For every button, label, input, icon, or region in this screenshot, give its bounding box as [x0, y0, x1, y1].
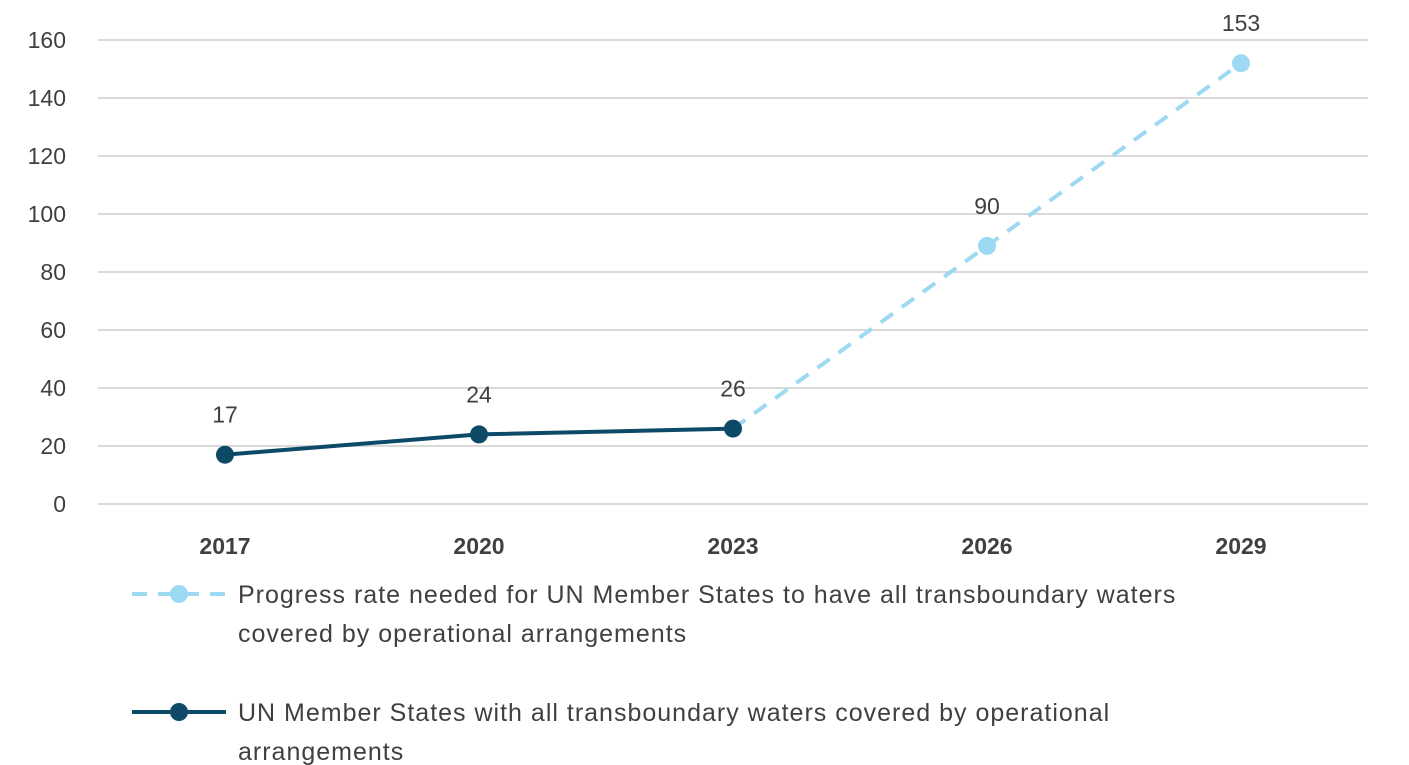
x-tick-label: 2029	[1215, 533, 1266, 559]
x-tick-label: 2017	[199, 533, 250, 559]
data-label-2020: 24	[466, 381, 492, 407]
data-label-2017: 17	[212, 402, 238, 428]
x-axis-ticks: 2017 2020 2023 2026 2029	[199, 533, 1266, 559]
legend-swatch-marker	[170, 585, 188, 603]
y-tick-label: 100	[28, 201, 66, 227]
data-label-2029: 153	[1222, 10, 1260, 36]
x-tick-label: 2020	[453, 533, 504, 559]
series	[216, 54, 1250, 464]
y-tick-label: 0	[53, 491, 66, 517]
y-tick-label: 20	[40, 433, 66, 459]
actual-point-2017	[216, 445, 234, 464]
legend-item-actual: UN Member States with all transboundary …	[132, 699, 1110, 765]
legend-label: Progress rate needed for UN Member State…	[238, 581, 1176, 609]
x-tick-label: 2026	[961, 533, 1012, 559]
y-tick-label: 60	[40, 317, 66, 343]
y-tick-label: 160	[28, 27, 66, 53]
x-tick-label: 2023	[707, 533, 758, 559]
data-label-2026: 90	[974, 193, 1000, 219]
projection-point-2029	[1232, 54, 1250, 73]
actual-point-2020	[470, 425, 488, 444]
legend-item-projection: Progress rate needed for UN Member State…	[132, 581, 1176, 648]
y-tick-label: 40	[40, 375, 66, 401]
actual-point-2023	[724, 419, 742, 438]
legend-label: arrangements	[238, 738, 404, 765]
legend-label: covered by operational arrangements	[238, 620, 687, 648]
legend: Progress rate needed for UN Member State…	[132, 581, 1176, 765]
y-tick-label: 140	[28, 85, 66, 111]
legend-label: UN Member States with all transboundary …	[238, 699, 1110, 727]
y-tick-label: 120	[28, 143, 66, 169]
y-tick-label: 80	[40, 259, 66, 285]
projection-point-2026	[978, 236, 996, 255]
legend-swatch-marker	[170, 703, 188, 721]
data-labels: 90 153 17 24 26	[212, 10, 1260, 428]
y-axis-ticks: 0 20 40 60 80 100 120 140 160	[28, 27, 66, 517]
data-label-2023: 26	[720, 376, 746, 402]
